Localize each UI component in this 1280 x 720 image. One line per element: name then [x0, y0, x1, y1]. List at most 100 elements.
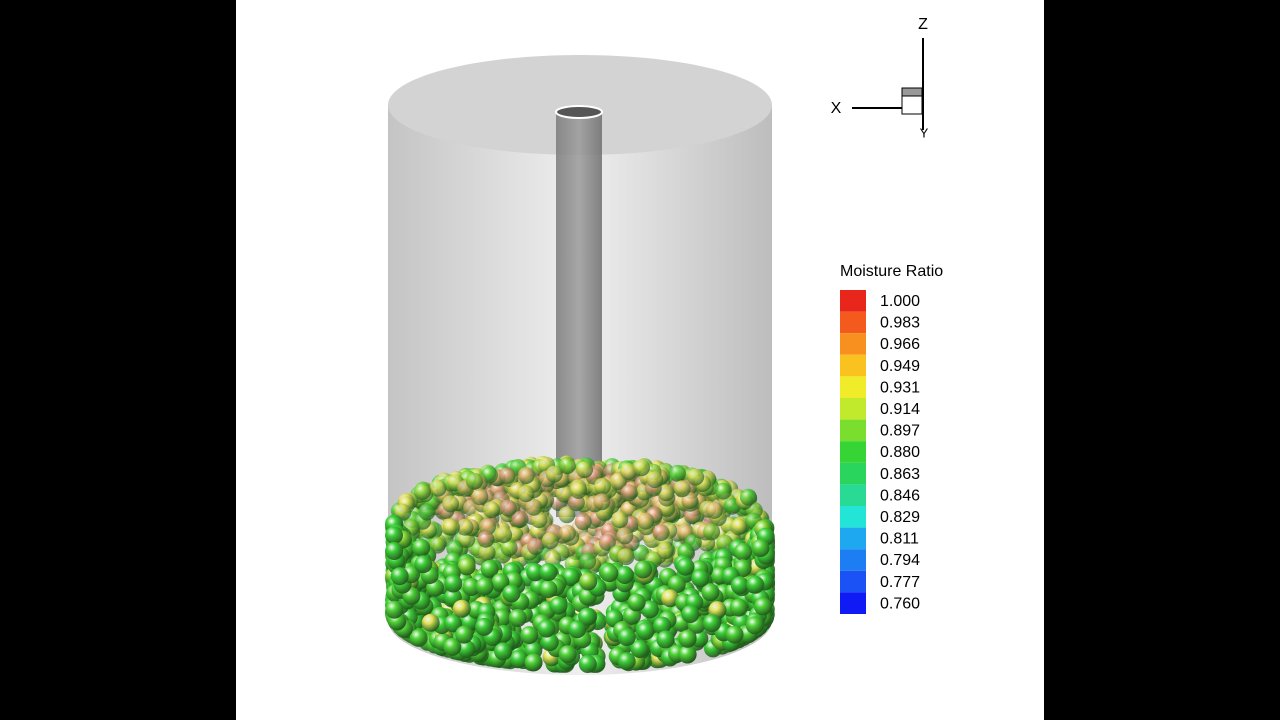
triad-box-top: [901, 87, 923, 97]
particle: [502, 584, 521, 603]
legend: Moisture Ratio 1.000 0.983 0.966 0.949 0.931…: [840, 263, 943, 614]
particle: [457, 557, 476, 576]
particle: [549, 596, 568, 615]
particle: [593, 477, 611, 495]
particle: [656, 630, 675, 649]
particle: [730, 518, 748, 536]
particle: [429, 479, 447, 497]
particle: [412, 538, 431, 557]
legend-swatch: [840, 527, 866, 550]
legend-label: 0.760: [880, 595, 920, 612]
particle: [600, 564, 619, 583]
particle: [734, 542, 752, 561]
particle: [524, 653, 543, 672]
particle: [520, 626, 539, 645]
particle: [385, 542, 404, 560]
particle: [691, 569, 710, 588]
particle: [444, 574, 463, 593]
particle: [579, 572, 598, 591]
particle: [479, 518, 496, 536]
particle: [517, 467, 535, 484]
center-pipe: [556, 112, 602, 517]
legend-swatch: [840, 354, 866, 377]
particle: [730, 576, 749, 595]
legend-swatch: [840, 376, 866, 398]
particle: [729, 598, 748, 617]
particle: [539, 580, 558, 599]
legend-swatch: [840, 592, 866, 614]
particle: [558, 506, 576, 524]
legend-label: 0.914: [880, 401, 920, 418]
legend-swatch: [840, 419, 866, 442]
particle: [537, 619, 556, 638]
particle: [465, 472, 483, 490]
legend-label: 0.829: [880, 509, 920, 526]
particle: [657, 484, 675, 502]
particle: [669, 464, 686, 482]
particle: [517, 485, 535, 503]
legend-label: 0.777: [880, 574, 920, 591]
particle: [617, 628, 636, 647]
particle: [500, 539, 518, 557]
particle: [617, 548, 635, 566]
legend-label: 0.931: [880, 379, 920, 396]
particle: [478, 544, 496, 562]
particle: [620, 484, 638, 502]
legend-label: 0.794: [880, 552, 920, 569]
particle: [754, 597, 772, 616]
particle: [751, 539, 770, 557]
particle: [390, 567, 409, 586]
particle: [442, 518, 460, 536]
particle: [617, 652, 636, 671]
x-label: X: [831, 100, 842, 117]
particle: [495, 526, 513, 544]
particle: [574, 513, 592, 531]
particle: [558, 645, 577, 664]
particle: [701, 583, 720, 602]
legend-swatch: [840, 484, 866, 506]
particle: [471, 488, 489, 506]
particle: [687, 468, 705, 486]
particle: [593, 493, 611, 511]
legend-title: Moisture Ratio: [840, 263, 943, 280]
legend-swatch: [840, 311, 866, 334]
axis-triad: Z X Y: [831, 16, 929, 140]
particle: [661, 589, 680, 608]
particle: [637, 512, 655, 530]
particle: [456, 518, 474, 536]
particle: [443, 637, 462, 656]
particle: [527, 538, 545, 555]
particle: [385, 600, 404, 619]
particle: [455, 625, 474, 644]
particle: [676, 557, 695, 576]
particle: [576, 461, 594, 479]
particle: [630, 640, 649, 658]
particle: [652, 524, 670, 542]
legend-label: 0.983: [880, 315, 920, 332]
particle: [611, 511, 629, 529]
particle: [525, 498, 543, 516]
particle: [475, 577, 494, 596]
particle: [636, 622, 655, 641]
particle: [511, 511, 529, 528]
triad-box: [901, 95, 923, 115]
particle: [646, 471, 664, 489]
particle: [545, 465, 563, 483]
particle: [442, 495, 460, 513]
legend-label: 0.863: [880, 466, 920, 483]
particle: [714, 482, 732, 500]
particle: [705, 501, 723, 519]
legend-swatch: [840, 506, 866, 528]
particle: [499, 499, 517, 517]
legend-label: 0.949: [880, 358, 920, 375]
particle: [627, 593, 646, 612]
particle: [702, 614, 721, 633]
particle: [413, 482, 431, 500]
particle: [444, 614, 462, 633]
particle: [568, 620, 587, 639]
particle: [462, 578, 481, 596]
particle: [703, 523, 721, 541]
particle: [725, 625, 744, 644]
